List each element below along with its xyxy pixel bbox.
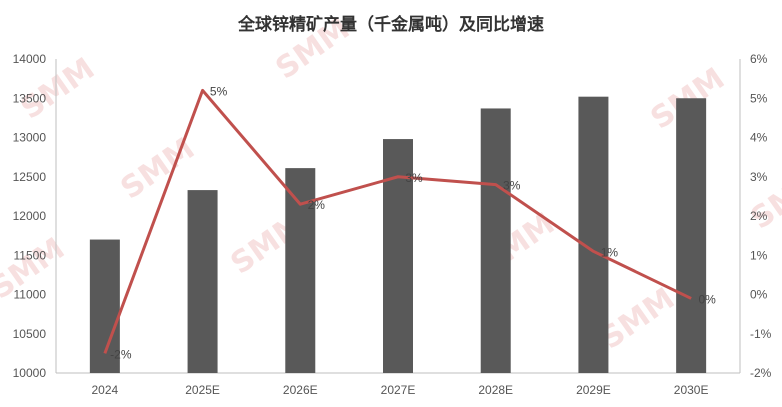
y2-tick-label: 0% — [750, 288, 768, 302]
y2-tick-label: 6% — [750, 52, 768, 66]
data-label: 0% — [698, 292, 716, 306]
chart-title: 全球锌精矿产量（千金属吨）及同比增速 — [237, 14, 544, 35]
y-tick-label: 11500 — [14, 248, 47, 262]
y2-tick-label: 2% — [750, 209, 768, 223]
bar — [480, 108, 511, 373]
x-tick-label: 2027E — [381, 383, 416, 397]
bar-series — [89, 96, 707, 374]
y2-tick-label: 4% — [750, 131, 768, 145]
data-label: 3% — [503, 179, 521, 193]
y-tick-label: 12000 — [13, 209, 47, 223]
x-tick-label: 2024 — [92, 383, 119, 397]
line-series — [103, 88, 692, 354]
y2-tick-label: -2% — [750, 366, 772, 380]
y-tick-label: 10500 — [13, 327, 47, 341]
y-axis-right: -2% -1% 0% 1% 2% 3% 4% 5% 6% — [750, 52, 772, 380]
y-tick-label: 11000 — [14, 288, 47, 302]
x-tick-label: 2025E — [185, 383, 220, 397]
data-label: 5% — [210, 84, 228, 98]
bar — [187, 190, 218, 373]
x-tick-label: 2028E — [478, 383, 513, 397]
y2-tick-label: 3% — [750, 170, 768, 184]
data-label: 2% — [308, 198, 326, 212]
y-tick-label: 13000 — [13, 131, 47, 145]
data-label: 3% — [405, 171, 423, 185]
y-tick-label: 12500 — [13, 170, 47, 184]
x-axis: 2024 2025E 2026E 2027E 2028E 2029E 2030E — [92, 383, 709, 397]
x-tick-label: 2026E — [283, 383, 318, 397]
y-axis-left: 10000 10500 11000 11500 12000 12500 13000 13500… — [13, 52, 47, 380]
y2-tick-label: 5% — [750, 91, 768, 105]
y2-tick-label: 1% — [750, 248, 768, 262]
bar — [676, 98, 707, 373]
data-labels: -2% 5% 2% 3% 3% 1% 0% — [110, 84, 716, 361]
y2-tick-label: -1% — [750, 327, 772, 341]
data-label: -2% — [110, 347, 132, 361]
bar — [578, 96, 609, 374]
x-tick-label: 2029E — [576, 383, 611, 397]
line-path — [103, 88, 692, 354]
data-label: 1% — [601, 245, 619, 259]
x-tick-label: 2030E — [674, 383, 709, 397]
y-tick-label: 10000 — [13, 366, 47, 380]
y-tick-label: 14000 — [13, 52, 47, 66]
y-tick-label: 13500 — [13, 91, 47, 105]
